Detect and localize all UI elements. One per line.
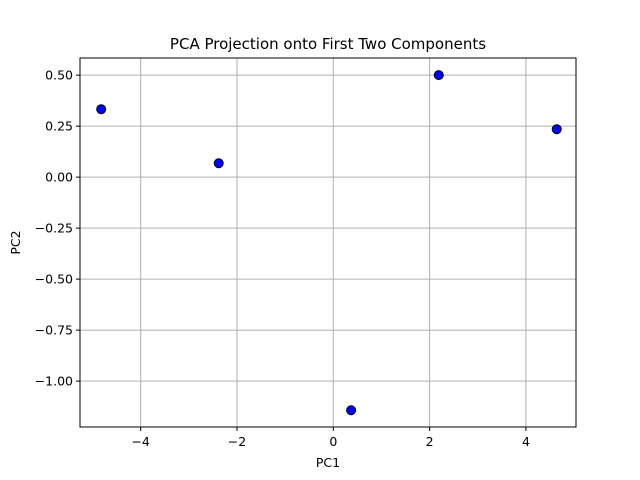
y-tick-label: −0.25 [35, 221, 73, 236]
x-tick-label: 2 [426, 434, 434, 449]
y-tick-label: −0.50 [35, 272, 73, 287]
data-point [551, 124, 562, 135]
data-point [96, 104, 107, 115]
axis-ticks: −4 −2 0 2 4 0.50 0.25 0.00 −0.25 −0.50 −0.75 −1.00 [35, 68, 530, 449]
y-tick-label: 0.25 [45, 119, 73, 134]
x-tick-label: −4 [131, 434, 149, 449]
data-point [433, 70, 444, 81]
data-point [346, 405, 357, 416]
y-tick-label: 0.00 [45, 170, 73, 185]
x-tick-label: 4 [522, 434, 530, 449]
chart-title: PCA Projection onto First Two Components [170, 35, 486, 53]
plot-frame [79, 57, 577, 428]
x-tick-label: 0 [329, 434, 337, 449]
y-tick-label: −1.00 [35, 374, 73, 389]
y-axis-label: PC2 [8, 230, 23, 254]
grid [80, 58, 576, 427]
data-point [213, 158, 224, 169]
y-tick-label: −0.75 [35, 323, 73, 338]
data-points [96, 70, 562, 416]
x-axis-label: PC1 [316, 455, 340, 470]
y-tick-label: 0.50 [45, 68, 73, 83]
x-tick-label: −2 [228, 434, 246, 449]
